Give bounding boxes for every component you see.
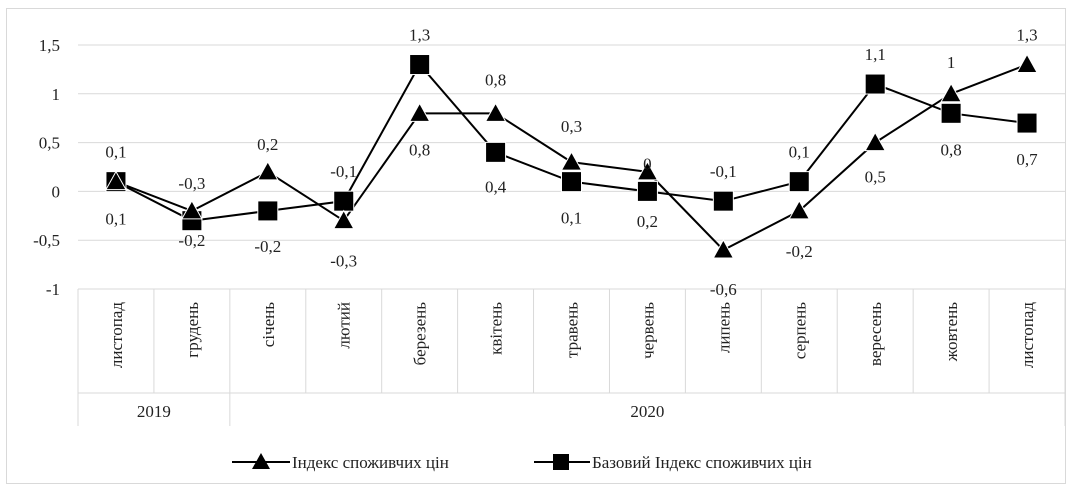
cpi-marker	[712, 238, 735, 259]
year-group-label: 2020	[630, 402, 664, 421]
cpi-marker	[484, 102, 507, 122]
core-cpi-marker	[257, 200, 279, 222]
y-tick-label: 0	[52, 182, 61, 201]
cpi-data-label: 1	[947, 53, 956, 72]
x-tick-label: жовтень	[942, 302, 961, 362]
core-cpi-data-label: 1,3	[409, 26, 430, 45]
cpi-data-label: 0,3	[561, 117, 582, 136]
cpi-marker	[1016, 53, 1038, 74]
core-cpi-data-label: -0,3	[178, 174, 205, 193]
cpi-marker	[332, 209, 355, 230]
legend-core-cpi-label: Базовий Індекс споживчих цін	[592, 453, 812, 472]
core-cpi-data-label: -0,1	[710, 162, 737, 181]
year-group-label: 2019	[137, 402, 171, 421]
cpi-data-label: 0,8	[485, 70, 506, 89]
x-tick-label: квітень	[487, 302, 506, 355]
cpi-marker	[408, 102, 431, 122]
cpi-data-label: 1,3	[1016, 26, 1037, 45]
y-tick-label: -1	[46, 280, 60, 299]
cpi-marker	[256, 160, 279, 181]
y-tick-label: 1,5	[39, 36, 60, 55]
x-tick-label: вересень	[866, 302, 885, 366]
x-tick-label: травень	[563, 302, 582, 358]
core-cpi-marker	[864, 73, 886, 95]
legend-core-cpi-marker	[553, 454, 569, 470]
cpi-marker	[181, 199, 203, 220]
cpi-marker	[788, 199, 811, 220]
core-cpi-marker	[561, 171, 582, 193]
x-tick-label: лютий	[335, 302, 354, 349]
y-tick-label: -0,5	[33, 231, 60, 250]
chart-frame	[6, 8, 1066, 484]
core-cpi-data-label: -0,2	[254, 237, 281, 256]
core-cpi-data-label: 1,1	[865, 45, 886, 64]
y-tick-label: 0,5	[39, 134, 60, 153]
x-tick-label: липень	[714, 302, 733, 353]
legend-cpi-marker	[252, 453, 270, 469]
core-cpi-marker	[409, 54, 431, 76]
cpi-data-label: -0,2	[786, 242, 813, 261]
core-cpi-data-label: 0	[643, 154, 652, 173]
x-tick-label: червень	[638, 302, 657, 359]
cpi-data-label: -0,3	[330, 252, 357, 271]
cpi-marker	[636, 160, 659, 181]
x-tick-label: серпень	[790, 302, 809, 360]
cpi-data-label: 0,5	[865, 168, 886, 187]
cpi-marker	[940, 82, 962, 103]
cpi-data-label: 0,2	[637, 212, 658, 231]
legend-cpi-label: Індекс споживчих цін	[292, 453, 449, 472]
x-tick-label: листопад	[1018, 302, 1037, 368]
core-cpi-data-label: 0,1	[105, 143, 126, 162]
cpi-data-label: 0,1	[105, 210, 126, 229]
core-cpi-marker	[788, 171, 810, 193]
core-cpi-marker	[333, 190, 355, 212]
cpi-data-label: 0,2	[257, 135, 278, 154]
core-cpi-marker	[485, 141, 507, 163]
x-tick-label: березень	[411, 302, 430, 366]
core-cpi-data-label: 0,7	[1016, 150, 1038, 169]
core-cpi-data-label: 0,4	[485, 177, 507, 196]
core-cpi-marker	[940, 102, 962, 124]
cpi-marker	[560, 151, 583, 171]
core-cpi-marker	[712, 190, 734, 212]
core-cpi-data-label: 0,1	[789, 143, 810, 162]
cpi-data-label: 0,8	[409, 140, 430, 159]
x-tick-label: грудень	[183, 302, 202, 358]
core-cpi-data-label: 0,1	[561, 209, 582, 228]
x-tick-label: січень	[259, 302, 278, 347]
cpi-data-label: -0,2	[178, 231, 205, 250]
x-tick-label: листопад	[107, 302, 126, 368]
y-tick-label: 1	[52, 85, 61, 104]
cpi-marker	[864, 131, 887, 152]
cpi-data-label: -0,6	[710, 280, 737, 299]
core-cpi-data-label: 0,8	[940, 140, 961, 159]
core-cpi-marker	[636, 180, 658, 202]
core-cpi-marker	[1016, 112, 1038, 134]
core-cpi-data-label: -0,1	[330, 162, 357, 181]
cpi-marker	[105, 170, 127, 191]
